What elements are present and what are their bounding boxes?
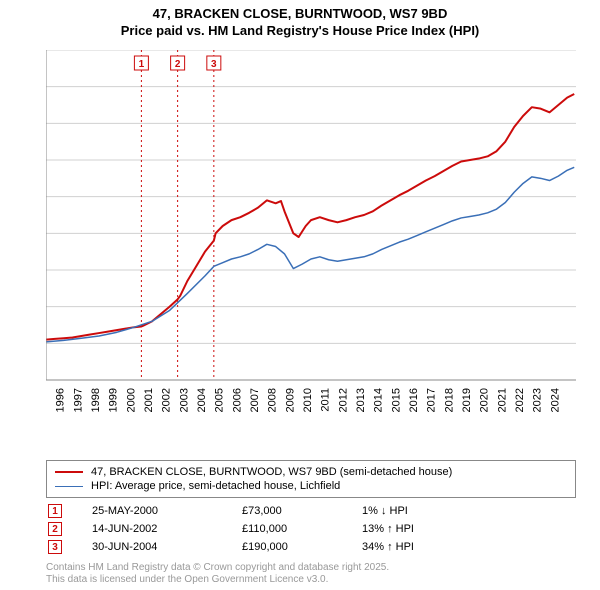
event-markers: 1 2 3 <box>134 56 220 70</box>
sale-price: £190,000 <box>242 541 362 553</box>
x-tick-label: 1996 <box>55 388 67 412</box>
sale-delta: 34% ↑ HPI <box>362 541 576 553</box>
sale-price: £73,000 <box>242 505 362 517</box>
legend-swatch <box>55 471 83 473</box>
sale-delta: 1% ↓ HPI <box>362 505 576 517</box>
event-marker-label: 1 <box>139 59 145 70</box>
event-lines <box>141 50 213 380</box>
title-block: 47, BRACKEN CLOSE, BURNTWOOD, WS7 9BD Pr… <box>0 0 600 40</box>
sale-price: £110,000 <box>242 523 362 535</box>
series-hpi <box>46 167 574 342</box>
x-tick-label: 2021 <box>496 388 508 412</box>
attribution-line-2: This data is licensed under the Open Gov… <box>46 574 389 586</box>
x-axis-labels: 1995 1996 1997 1998 1999 2000 2001 2002 2003 2004… <box>46 388 561 412</box>
sale-marker: 1 <box>48 504 62 518</box>
x-tick-label: 2018 <box>443 388 455 412</box>
x-tick-label: 2015 <box>390 388 402 412</box>
event-marker-label: 3 <box>211 59 217 70</box>
x-tick-label: 2017 <box>426 388 438 412</box>
sale-row: 3 30-JUN-2004£190,00034% ↑ HPI <box>46 538 576 556</box>
title-line-1: 47, BRACKEN CLOSE, BURNTWOOD, WS7 9BD <box>0 6 600 23</box>
sale-date: 30-JUN-2004 <box>92 541 242 553</box>
sale-row: 2 14-JUN-2002£110,00013% ↑ HPI <box>46 520 576 538</box>
sale-row: 1 25-MAY-2000£73,0001% ↓ HPI <box>46 502 576 520</box>
x-tick-label: 1997 <box>72 388 84 412</box>
x-tick-label: 2004 <box>196 388 208 412</box>
event-marker-label: 2 <box>175 59 181 70</box>
x-tick-label: 2016 <box>408 388 420 412</box>
x-tick-label: 1999 <box>108 388 120 412</box>
figure-root: 47, BRACKEN CLOSE, BURNTWOOD, WS7 9BD Pr… <box>0 0 600 590</box>
x-tick-label: 2013 <box>355 388 367 412</box>
sale-marker: 3 <box>48 540 62 554</box>
x-tick-label: 2002 <box>161 388 173 412</box>
legend-box: 47, BRACKEN CLOSE, BURNTWOOD, WS7 9BD (s… <box>46 460 576 498</box>
x-tick-label: 2009 <box>284 388 296 412</box>
sale-date: 25-MAY-2000 <box>92 505 242 517</box>
x-tick-label: 2010 <box>302 388 314 412</box>
attribution-text: Contains HM Land Registry data © Crown c… <box>46 562 389 586</box>
x-tick-label: 2014 <box>373 388 385 412</box>
series-price_paid <box>46 94 574 340</box>
x-tick-label: 2022 <box>514 388 526 412</box>
x-tick-label: 2011 <box>320 388 332 412</box>
x-tick-label: 2006 <box>231 388 243 412</box>
legend-row: HPI: Average price, semi-detached house,… <box>55 479 567 493</box>
x-tick-label: 2012 <box>337 388 349 412</box>
attribution-line-1: Contains HM Land Registry data © Crown c… <box>46 562 389 574</box>
x-tick-label: 2020 <box>479 388 491 412</box>
x-tick-label: 2001 <box>143 388 155 412</box>
sale-date: 14-JUN-2002 <box>92 523 242 535</box>
x-tick-label: 1998 <box>90 388 102 412</box>
chart-series <box>46 94 574 342</box>
x-tick-label: 2019 <box>461 388 473 412</box>
legend-row: 47, BRACKEN CLOSE, BURNTWOOD, WS7 9BD (s… <box>55 465 567 479</box>
title-line-2: Price paid vs. HM Land Registry's House … <box>0 23 600 40</box>
sale-delta: 13% ↑ HPI <box>362 523 576 535</box>
x-tick-label: 2007 <box>249 388 261 412</box>
sales-table: 1 25-MAY-2000£73,0001% ↓ HPI 2 14-JUN-2002£… <box>46 502 576 556</box>
sale-marker: 2 <box>48 522 62 536</box>
x-tick-label: 2024 <box>549 388 561 412</box>
chart-svg: £0£50K£100K£150K£200K£250K£300K£350K£400… <box>46 50 576 430</box>
x-tick-label: 2008 <box>267 388 279 412</box>
x-tick-label: 2005 <box>214 388 226 412</box>
legend-swatch <box>55 486 83 487</box>
x-tick-label: 1995 <box>46 388 49 412</box>
legend-label: HPI: Average price, semi-detached house,… <box>91 480 340 492</box>
x-tick-label: 2023 <box>532 388 544 412</box>
legend-label: 47, BRACKEN CLOSE, BURNTWOOD, WS7 9BD (s… <box>91 466 452 478</box>
x-tick-label: 2003 <box>178 388 190 412</box>
x-tick-label: 2000 <box>125 388 137 412</box>
